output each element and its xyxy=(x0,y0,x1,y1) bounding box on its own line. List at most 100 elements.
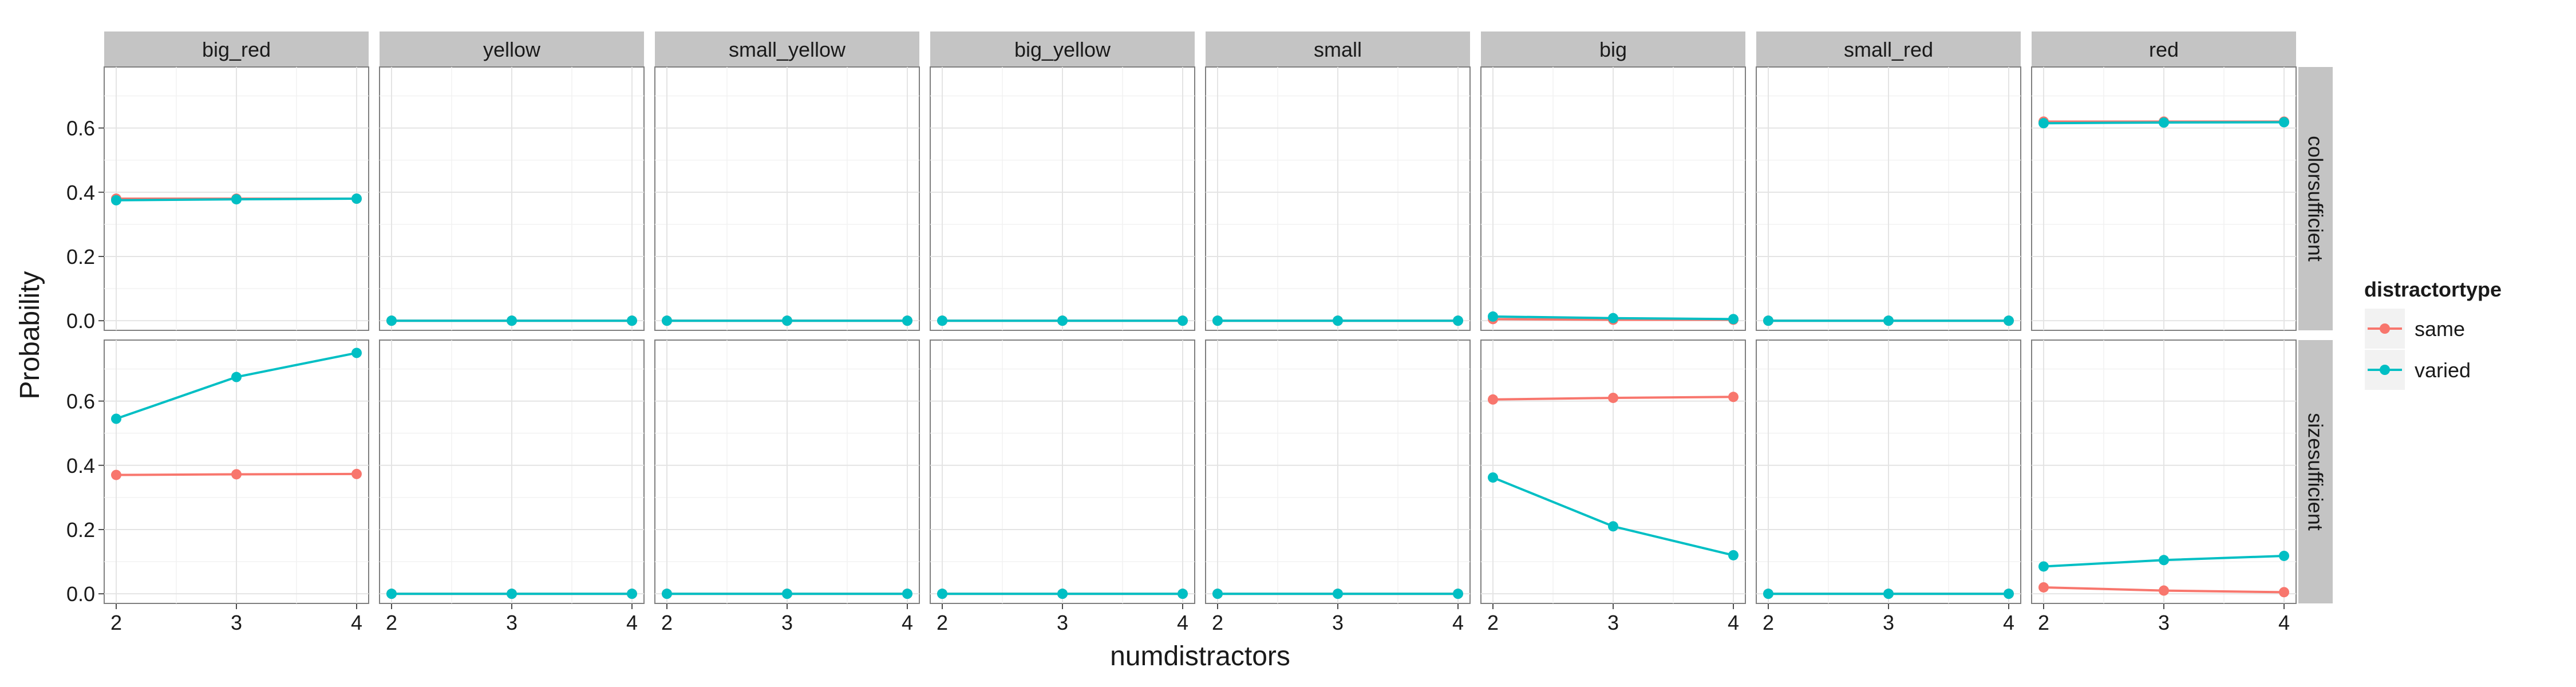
legend-title: distractortype xyxy=(2364,278,2502,301)
data-point-varied xyxy=(1488,472,1498,483)
x-tick-label: 2 xyxy=(110,611,122,634)
data-point-varied xyxy=(507,315,517,326)
x-tick-label: 2 xyxy=(2038,611,2049,634)
facet-row-strip-label-sizesufficient: sizesufficient xyxy=(2304,413,2328,530)
data-point-varied xyxy=(1608,313,1618,323)
data-point-varied xyxy=(2004,315,2014,326)
facet-strip-red xyxy=(2032,31,2296,67)
x-tick-label: 4 xyxy=(1452,611,1464,634)
facet-strip-label-big_yellow: big_yellow xyxy=(1014,38,1111,61)
data-point-varied xyxy=(662,589,672,599)
data-point-varied xyxy=(111,413,121,424)
facet-strip-label-big: big xyxy=(1599,38,1627,61)
data-point-same xyxy=(2279,587,2289,598)
x-tick-label: 3 xyxy=(1057,611,1068,634)
data-point-varied xyxy=(782,315,792,326)
data-point-varied xyxy=(1178,589,1188,599)
panel-colorsufficient-small_yellow xyxy=(654,66,920,331)
x-tick-label: 2 xyxy=(937,611,948,634)
data-point-varied xyxy=(1212,589,1223,599)
data-point-varied xyxy=(1212,315,1223,326)
y-tick-label: 0.4 xyxy=(66,181,95,204)
panel-colorsufficient-small xyxy=(1205,66,1471,331)
data-point-same xyxy=(1488,394,1498,405)
x-tick-label: 4 xyxy=(351,611,362,634)
data-point-same xyxy=(111,469,121,480)
x-tick-label: 2 xyxy=(1763,611,1774,634)
data-point-varied xyxy=(1333,315,1343,326)
x-tick-label: 2 xyxy=(661,611,673,634)
legend-label-same: same xyxy=(2415,317,2465,341)
facet-strip-yellow xyxy=(380,31,644,67)
x-tick-label: 4 xyxy=(626,611,638,634)
panel-sizesufficient-small: 2 3 4 xyxy=(1205,339,1471,634)
data-point-varied xyxy=(1488,311,1498,322)
data-point-same xyxy=(2159,585,2169,596)
data-point-varied xyxy=(1057,315,1068,326)
legend-label-varied: varied xyxy=(2415,358,2471,382)
x-tick-label: 3 xyxy=(2158,611,2170,634)
facet-strip-big_yellow xyxy=(930,31,1195,67)
data-point-varied xyxy=(782,589,792,599)
data-point-varied xyxy=(902,589,912,599)
panel-colorsufficient-small_red xyxy=(1756,66,2021,331)
x-tick-label: 3 xyxy=(1883,611,1894,634)
data-point-same xyxy=(2038,582,2049,593)
panels: big_red yellow small_yellow big_yellow small… xyxy=(66,31,2333,634)
data-point-varied xyxy=(507,589,517,599)
facet-strip-label-big_red: big_red xyxy=(202,38,271,61)
x-tick-label: 4 xyxy=(2003,611,2014,634)
data-point-varied xyxy=(937,315,947,326)
x-tick-label: 2 xyxy=(386,611,397,634)
facet-strip-small_yellow xyxy=(655,31,919,67)
data-point-varied xyxy=(386,589,397,599)
panel-sizesufficient-big: 2 3 4 xyxy=(1480,339,1746,634)
x-tick-label: 2 xyxy=(1212,611,1223,634)
facet-strip-label-small_yellow: small_yellow xyxy=(729,38,846,61)
data-point-same xyxy=(1728,392,1739,402)
data-point-varied xyxy=(1763,315,1773,326)
data-point-varied xyxy=(2038,118,2049,129)
data-point-varied xyxy=(386,315,397,326)
data-point-same xyxy=(1608,392,1618,403)
panel-sizesufficient-big_yellow: 2 3 4 xyxy=(930,339,1195,634)
facet-row-strip-colorsufficient xyxy=(2298,67,2333,330)
data-point-varied xyxy=(231,372,242,382)
data-point-varied xyxy=(351,348,362,358)
data-point-varied xyxy=(351,194,362,204)
data-point-varied xyxy=(1453,315,1463,326)
x-tick-label: 2 xyxy=(1487,611,1499,634)
legend-key-point-varied xyxy=(2380,365,2390,375)
data-point-varied xyxy=(1333,589,1343,599)
data-point-varied xyxy=(1883,315,1894,326)
panel-colorsufficient-red xyxy=(2031,66,2297,331)
x-axis-title: numdistractors xyxy=(1110,641,1290,672)
data-point-varied xyxy=(1883,589,1894,599)
data-point-varied xyxy=(2159,555,2169,566)
data-point-varied xyxy=(2279,117,2289,128)
x-tick-label: 3 xyxy=(231,611,242,634)
data-point-varied xyxy=(1608,521,1618,532)
data-point-varied xyxy=(231,194,242,205)
data-point-varied xyxy=(1178,315,1188,326)
x-tick-label: 3 xyxy=(1332,611,1344,634)
data-point-same xyxy=(351,468,362,479)
panel-colorsufficient-yellow xyxy=(379,66,645,331)
facet-strip-big xyxy=(1481,31,1745,67)
facet-row-strip-sizesufficient xyxy=(2298,340,2333,603)
y-tick-label: 0.6 xyxy=(66,117,95,140)
data-point-varied xyxy=(2159,117,2169,128)
y-tick-label: 0.0 xyxy=(66,309,95,333)
legend: distractortype same varied xyxy=(2364,278,2502,391)
data-point-varied xyxy=(627,589,637,599)
y-tick-label: 0.2 xyxy=(66,518,95,542)
y-tick-label: 0.2 xyxy=(66,245,95,269)
data-point-varied xyxy=(1728,550,1739,560)
panel-sizesufficient-red: 2 3 4 xyxy=(2031,339,2297,634)
x-tick-label: 4 xyxy=(1177,611,1188,634)
data-point-varied xyxy=(662,315,672,326)
x-tick-label: 4 xyxy=(1728,611,1739,634)
facet-strip-big_red xyxy=(104,31,369,67)
panel-colorsufficient-big_red: 0.0 0.2 0.4 0.6 xyxy=(66,66,369,333)
data-point-varied xyxy=(1728,314,1739,325)
